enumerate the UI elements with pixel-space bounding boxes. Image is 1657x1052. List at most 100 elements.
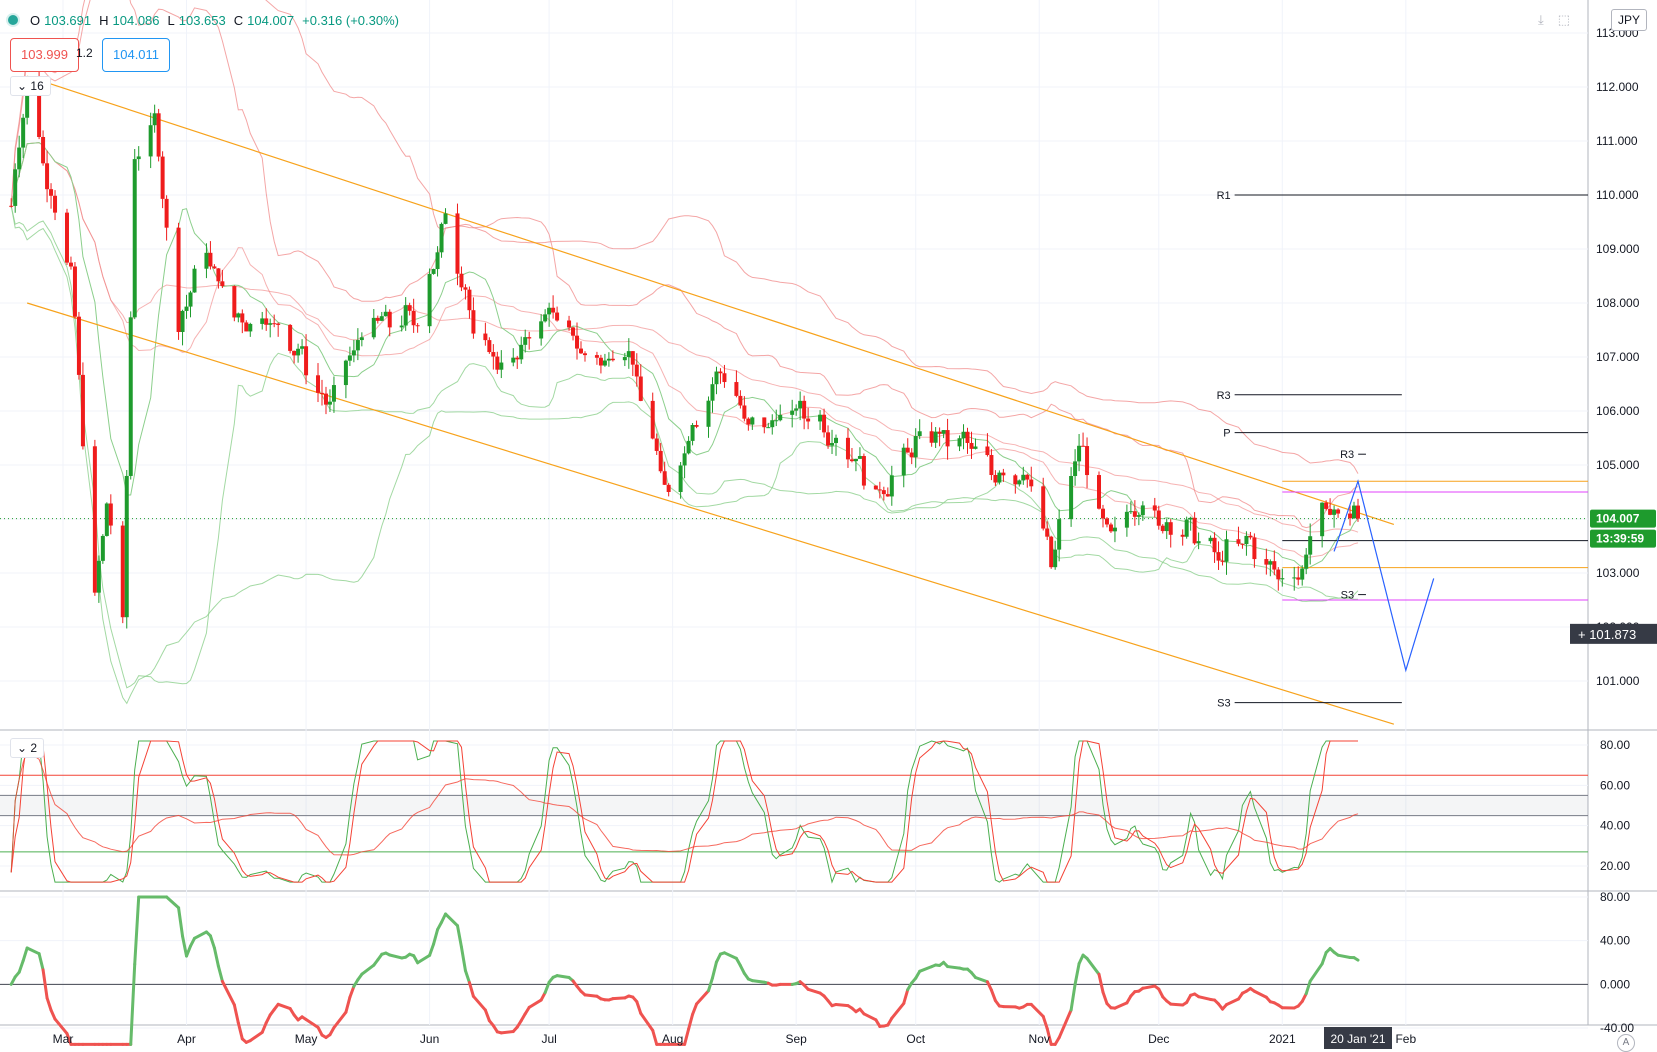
momentum-segment	[276, 1002, 292, 1011]
momentum-segment	[651, 1028, 659, 1046]
candle-body	[1208, 537, 1213, 542]
momentum-segment	[1069, 982, 1077, 1012]
price-tick-label: 112.000	[1596, 80, 1639, 94]
candle-body	[180, 310, 185, 332]
candle-body	[1152, 505, 1157, 511]
momentum-segment	[360, 963, 376, 976]
candle-body	[666, 484, 671, 493]
candle-body	[96, 560, 101, 593]
candle-body	[718, 371, 723, 374]
low-label: L	[167, 12, 175, 28]
candle-body	[961, 431, 966, 439]
candle-body	[630, 351, 635, 365]
price-tick-label: 101.000	[1596, 674, 1640, 688]
oscillator-toggle[interactable]: ⌄ 2	[10, 738, 45, 758]
candle-body	[834, 437, 839, 444]
pivot-label: S3	[1217, 698, 1230, 710]
candle-body	[873, 485, 878, 490]
candle-body	[861, 456, 866, 486]
candle-body	[431, 269, 436, 274]
candle-body	[857, 456, 862, 459]
momentum-segment	[1197, 995, 1213, 1001]
candle-body	[104, 503, 109, 536]
momentum-segment	[216, 964, 224, 983]
candle-body	[351, 350, 356, 356]
forecast-line	[1333, 479, 1435, 673]
candle-body	[260, 318, 265, 324]
buy-button[interactable]: 104.011	[102, 38, 171, 72]
momentum-segment	[1352, 956, 1360, 962]
candle-body	[555, 312, 560, 321]
candle-body	[375, 317, 380, 321]
candle-body	[770, 420, 775, 428]
momentum-segment	[1320, 951, 1328, 966]
trend-channel	[26, 75, 1395, 725]
candle-body	[1081, 445, 1086, 447]
candle-body	[1272, 561, 1277, 570]
momentum-segment	[459, 945, 467, 973]
momentum-segment	[304, 1017, 320, 1029]
candle-body	[499, 362, 504, 370]
candle-body	[742, 405, 747, 419]
candle-body	[37, 77, 42, 138]
candle-body	[1104, 518, 1109, 525]
candle-body	[957, 438, 962, 447]
candle-body	[1136, 515, 1141, 517]
candle-body	[1244, 535, 1249, 545]
momentum-segment	[806, 987, 822, 995]
candle-body	[909, 452, 914, 458]
low-value: 103.653	[178, 12, 226, 28]
candle-body	[1296, 577, 1301, 580]
momentum-segment	[483, 1008, 491, 1023]
time-tick-label: Feb	[1395, 1032, 1416, 1046]
candle-body	[917, 431, 922, 437]
momentum-segment	[185, 944, 193, 958]
candle-body	[853, 458, 858, 462]
price-tick-label: 108.000	[1596, 296, 1640, 310]
maximize-icon[interactable]: ⬚	[1557, 12, 1571, 27]
candle-body	[427, 273, 432, 327]
candle-body	[1196, 541, 1201, 544]
download-icon[interactable]: ⤓	[1538, 12, 1544, 27]
candle-body	[1124, 511, 1129, 528]
currency-badge[interactable]: JPY	[1610, 9, 1647, 31]
momentum-segment	[208, 934, 216, 950]
momentum-segment	[639, 1011, 655, 1032]
chevron-down-icon: ⌄	[17, 79, 28, 93]
candle-body	[1057, 519, 1062, 550]
candle-body	[822, 414, 827, 433]
candle-body	[519, 344, 524, 360]
candle-body	[1001, 472, 1006, 476]
candle-body	[53, 195, 58, 213]
momentum-segment	[232, 1003, 240, 1025]
candle-body	[383, 311, 388, 317]
candle-body	[72, 266, 77, 317]
momentum-segment	[691, 1002, 699, 1016]
indicators-toggle[interactable]: ⌄ 16	[10, 76, 51, 96]
candle-body	[1276, 569, 1281, 580]
sell-button[interactable]: 103.999	[10, 38, 79, 72]
momentum-segment	[1029, 1002, 1045, 1018]
candle-body	[881, 490, 886, 495]
candle-body	[989, 455, 994, 475]
candle-body	[244, 322, 249, 332]
price-tick-label: 111.000	[1596, 134, 1638, 148]
candle-body	[1045, 528, 1050, 537]
candle-body	[885, 494, 890, 497]
momentum-segment	[1225, 997, 1240, 1007]
momentum-segment	[455, 924, 463, 949]
candle-body	[1132, 511, 1137, 517]
momentum-segment	[902, 988, 910, 1005]
lower-band	[10, 205, 1359, 689]
candle-body	[634, 364, 639, 377]
candle-body	[188, 292, 193, 307]
candle-body	[76, 316, 81, 375]
candle-body	[248, 323, 253, 332]
auto-scale-button[interactable]: A	[1617, 1034, 1635, 1052]
candle-body	[216, 268, 221, 282]
candle-body	[80, 374, 85, 447]
candle-body	[1073, 461, 1078, 477]
candle-body	[355, 340, 360, 351]
candle-body	[1156, 510, 1161, 526]
